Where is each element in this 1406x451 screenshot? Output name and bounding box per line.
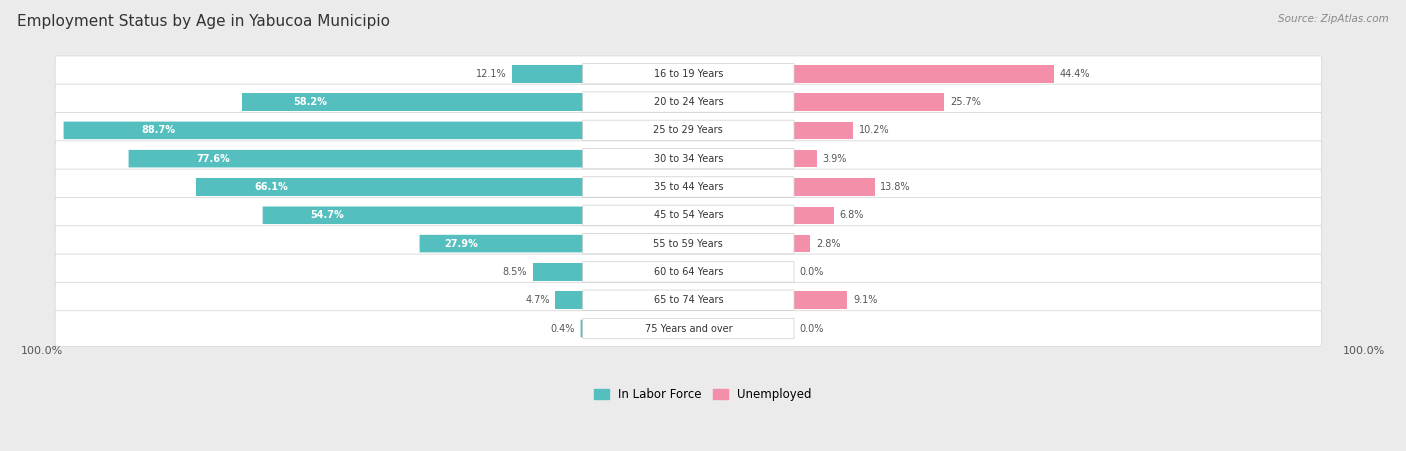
Text: 2.8%: 2.8% [815, 239, 841, 249]
FancyBboxPatch shape [55, 169, 1322, 205]
Legend: In Labor Force, Unemployed: In Labor Force, Unemployed [589, 383, 817, 406]
FancyBboxPatch shape [128, 150, 583, 167]
Text: 77.6%: 77.6% [197, 154, 231, 164]
FancyBboxPatch shape [55, 56, 1322, 92]
Text: 88.7%: 88.7% [142, 125, 176, 135]
Text: 55 to 59 Years: 55 to 59 Years [654, 239, 723, 249]
Bar [512, 65, 583, 83]
FancyBboxPatch shape [581, 320, 583, 337]
Bar [263, 207, 583, 224]
Text: 0.0%: 0.0% [800, 323, 824, 334]
Text: 100.0%: 100.0% [1343, 345, 1385, 356]
Text: 60 to 64 Years: 60 to 64 Years [654, 267, 723, 277]
Bar [533, 263, 583, 281]
Text: 20 to 24 Years: 20 to 24 Years [654, 97, 723, 107]
Bar [555, 291, 583, 309]
Text: 4.7%: 4.7% [524, 295, 550, 305]
FancyBboxPatch shape [512, 65, 583, 83]
Bar [794, 178, 875, 196]
Text: 66.1%: 66.1% [254, 182, 288, 192]
Bar [419, 235, 583, 253]
Bar [794, 93, 945, 111]
FancyBboxPatch shape [582, 318, 794, 339]
Text: 16 to 19 Years: 16 to 19 Years [654, 69, 723, 79]
FancyBboxPatch shape [242, 93, 583, 111]
Text: 8.5%: 8.5% [503, 267, 527, 277]
FancyBboxPatch shape [419, 235, 583, 253]
FancyBboxPatch shape [582, 262, 794, 282]
Bar [794, 65, 1053, 83]
Text: 12.1%: 12.1% [475, 69, 506, 79]
FancyBboxPatch shape [555, 291, 583, 309]
Text: 35 to 44 Years: 35 to 44 Years [654, 182, 723, 192]
Bar [242, 93, 583, 111]
Bar [63, 122, 583, 139]
Text: 54.7%: 54.7% [311, 210, 344, 220]
Bar [128, 150, 583, 167]
Text: Employment Status by Age in Yabucoa Municipio: Employment Status by Age in Yabucoa Muni… [17, 14, 389, 28]
FancyBboxPatch shape [55, 84, 1322, 120]
FancyBboxPatch shape [63, 122, 583, 139]
Text: 100.0%: 100.0% [21, 345, 63, 356]
FancyBboxPatch shape [582, 205, 794, 226]
Text: 75 Years and over: 75 Years and over [644, 323, 733, 334]
Text: 27.9%: 27.9% [444, 239, 478, 249]
FancyBboxPatch shape [55, 254, 1322, 290]
Bar [195, 178, 583, 196]
FancyBboxPatch shape [582, 92, 794, 112]
FancyBboxPatch shape [582, 64, 794, 84]
Text: 6.8%: 6.8% [839, 210, 863, 220]
FancyBboxPatch shape [55, 112, 1322, 148]
FancyBboxPatch shape [582, 148, 794, 169]
FancyBboxPatch shape [55, 226, 1322, 262]
FancyBboxPatch shape [55, 311, 1322, 346]
FancyBboxPatch shape [582, 290, 794, 310]
Text: 65 to 74 Years: 65 to 74 Years [654, 295, 723, 305]
FancyBboxPatch shape [55, 198, 1322, 233]
Bar [794, 235, 810, 253]
FancyBboxPatch shape [55, 141, 1322, 176]
Text: 58.2%: 58.2% [294, 97, 328, 107]
Text: 45 to 54 Years: 45 to 54 Years [654, 210, 723, 220]
Text: 25 to 29 Years: 25 to 29 Years [654, 125, 723, 135]
Text: 25.7%: 25.7% [950, 97, 981, 107]
Text: 44.4%: 44.4% [1060, 69, 1090, 79]
Text: 9.1%: 9.1% [853, 295, 877, 305]
Text: Source: ZipAtlas.com: Source: ZipAtlas.com [1278, 14, 1389, 23]
Bar [581, 320, 583, 337]
Bar [794, 207, 834, 224]
Bar [794, 291, 846, 309]
FancyBboxPatch shape [55, 282, 1322, 318]
Text: 13.8%: 13.8% [880, 182, 911, 192]
FancyBboxPatch shape [533, 263, 583, 281]
FancyBboxPatch shape [195, 178, 583, 196]
FancyBboxPatch shape [582, 177, 794, 197]
Text: 30 to 34 Years: 30 to 34 Years [654, 154, 723, 164]
Text: 10.2%: 10.2% [859, 125, 890, 135]
Bar [794, 150, 817, 167]
Bar [794, 122, 853, 139]
Text: 0.4%: 0.4% [550, 323, 575, 334]
FancyBboxPatch shape [582, 120, 794, 141]
Text: 3.9%: 3.9% [823, 154, 846, 164]
Text: 0.0%: 0.0% [800, 267, 824, 277]
FancyBboxPatch shape [582, 234, 794, 254]
FancyBboxPatch shape [263, 207, 583, 224]
